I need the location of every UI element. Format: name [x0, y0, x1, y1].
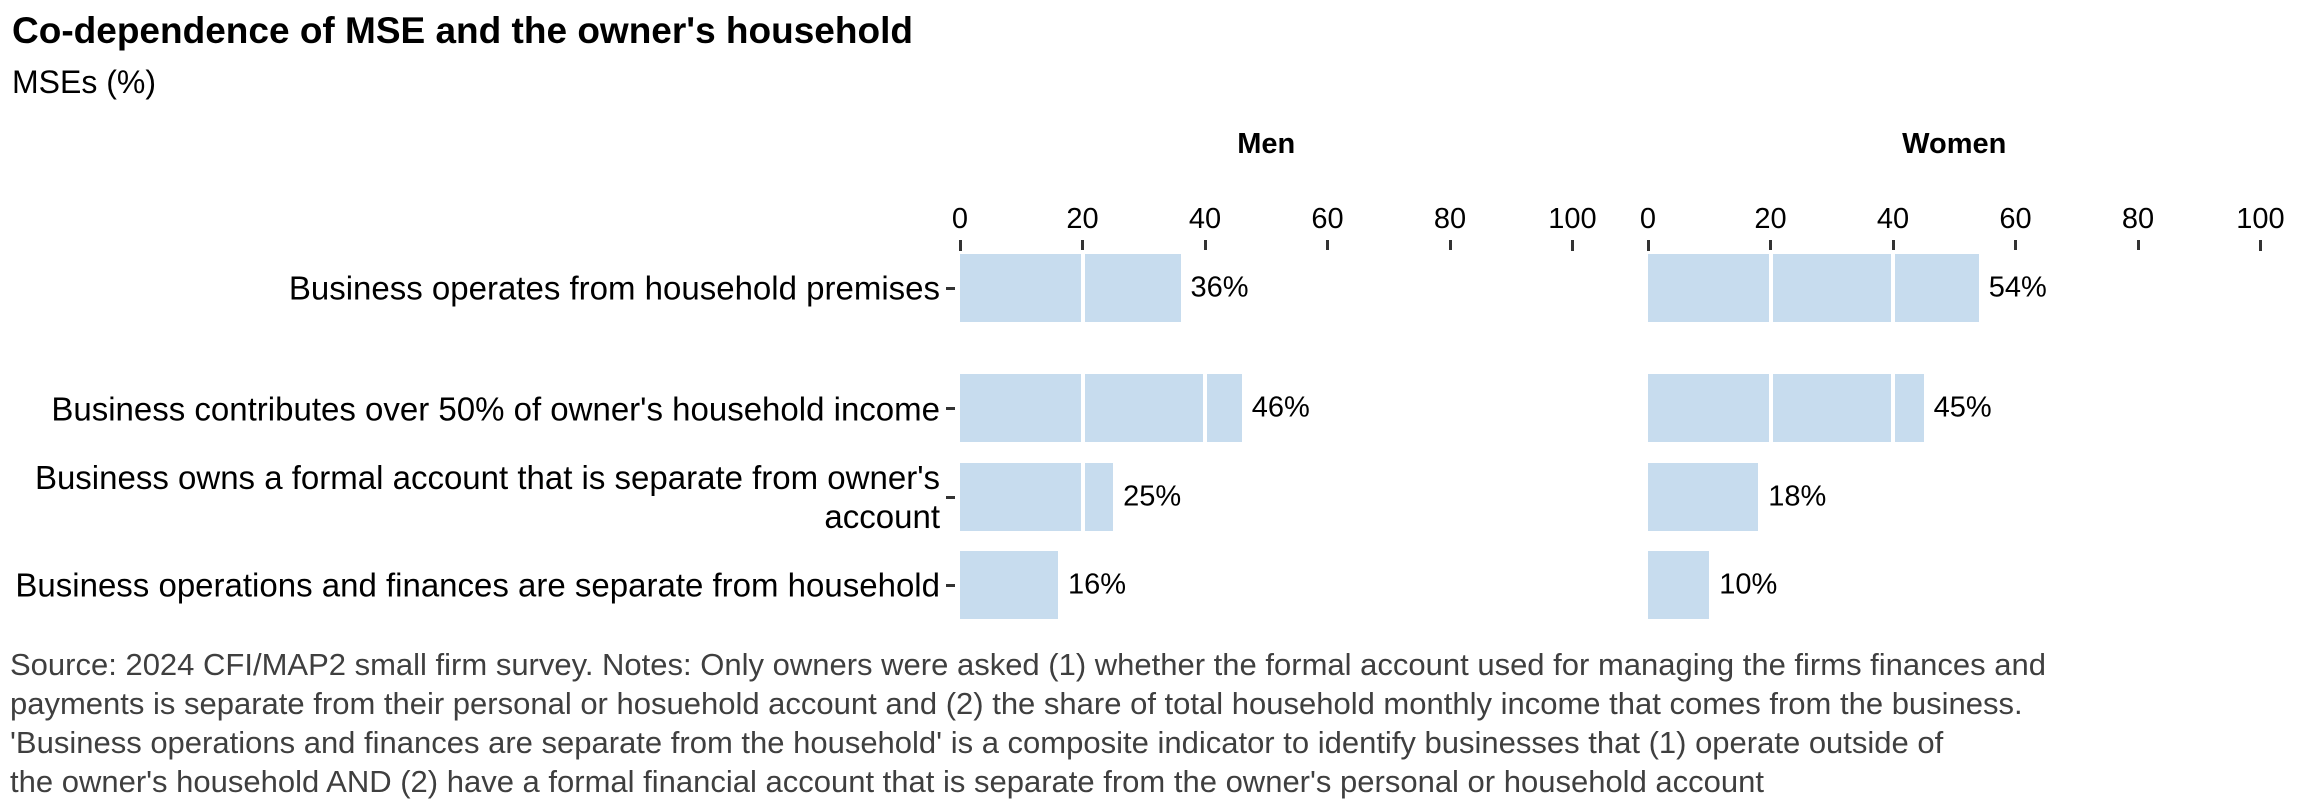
- bar-value-label: 25%: [1123, 480, 1182, 513]
- bar-value-label: 54%: [1988, 271, 2047, 304]
- panel-gridline: [2136, 250, 2140, 623]
- bar-men-row2: [960, 374, 1242, 442]
- x-tick-mark: [1081, 240, 1084, 251]
- panel-gridline: [1080, 250, 1085, 623]
- bar-men-row1: [960, 254, 1181, 322]
- row-label: Business operates from household premise…: [288, 269, 940, 307]
- bar-men-row3: [960, 463, 1114, 531]
- x-tick-mark: [1646, 240, 1650, 251]
- x-tick-label: 60: [1311, 203, 1344, 235]
- bar-value-label: 10%: [1719, 568, 1778, 601]
- source-note-line: payments is separate from their personal…: [10, 686, 2023, 721]
- panel-gridline: [1203, 250, 1207, 623]
- bar-value-label: 16%: [1068, 568, 1127, 601]
- chart-subtitle: MSEs (%): [12, 64, 156, 100]
- bar-women-row1: [1648, 254, 1979, 322]
- x-tick-label: 80: [2121, 203, 2155, 235]
- y-tick-mark: [946, 495, 955, 499]
- x-tick-label: 60: [1999, 203, 2032, 235]
- source-note: Source: 2024 CFI/MAP2 small firm survey.…: [10, 645, 2300, 801]
- x-tick-mark: [1891, 240, 1895, 251]
- row-label: Business operations and finances are sep…: [15, 566, 940, 604]
- y-tick-mark: [946, 286, 955, 290]
- panel-gridline: [1768, 250, 1773, 623]
- x-tick-mark: [2259, 240, 2262, 251]
- chart-title: Co-dependence of MSE and the owner's hou…: [12, 10, 913, 51]
- bar-women-row2: [1648, 374, 1924, 442]
- bar-men-row4: [960, 551, 1058, 619]
- bar-value-label: 18%: [1768, 480, 1827, 513]
- source-note-line: Source: 2024 CFI/MAP2 small firm survey.…: [10, 647, 2046, 682]
- x-tick-label: 0: [951, 203, 969, 235]
- x-tick-mark: [1769, 240, 1772, 251]
- x-tick-label: 100: [2236, 203, 2285, 235]
- bar-women-row3: [1648, 463, 1759, 531]
- row-label: Business owns a formal account that is s…: [34, 459, 940, 535]
- x-tick-label: 100: [1548, 203, 1597, 235]
- x-tick-label: 80: [1433, 203, 1467, 235]
- row-label: Business contributes over 50% of owner's…: [51, 390, 940, 427]
- panel-gridline: [2013, 250, 2018, 623]
- x-tick-mark: [2136, 240, 2140, 251]
- bar-value-label: 45%: [1933, 391, 1992, 424]
- y-tick-mark: [946, 583, 955, 587]
- panel-gridline: [1891, 250, 1895, 623]
- panel-gridline: [1448, 250, 1452, 623]
- x-tick-mark: [1203, 240, 1207, 251]
- x-tick-mark: [1326, 240, 1329, 251]
- source-note-line: the owner's household AND (2) have a for…: [10, 764, 1764, 799]
- bar-value-label: 36%: [1190, 271, 1249, 304]
- x-tick-mark: [1571, 240, 1574, 251]
- x-tick-label: 0: [1639, 203, 1657, 235]
- x-tick-label: 40: [1876, 203, 1910, 235]
- bar-women-row4: [1648, 551, 1710, 619]
- panel-gridline: [1325, 250, 1330, 623]
- x-tick-mark: [958, 240, 962, 251]
- x-tick-mark: [1448, 240, 1452, 251]
- x-tick-label: 20: [1754, 203, 1787, 235]
- x-tick-label: 20: [1066, 203, 1099, 235]
- y-tick-mark: [946, 407, 955, 410]
- x-tick-label: 40: [1188, 203, 1222, 235]
- bar-value-label: 46%: [1251, 391, 1310, 424]
- source-note-line: 'Business operations and finances are se…: [10, 725, 1944, 760]
- facet-title-men: Men: [1237, 128, 1296, 160]
- facet-title-women: Women: [1902, 128, 2007, 160]
- x-tick-mark: [2014, 240, 2017, 251]
